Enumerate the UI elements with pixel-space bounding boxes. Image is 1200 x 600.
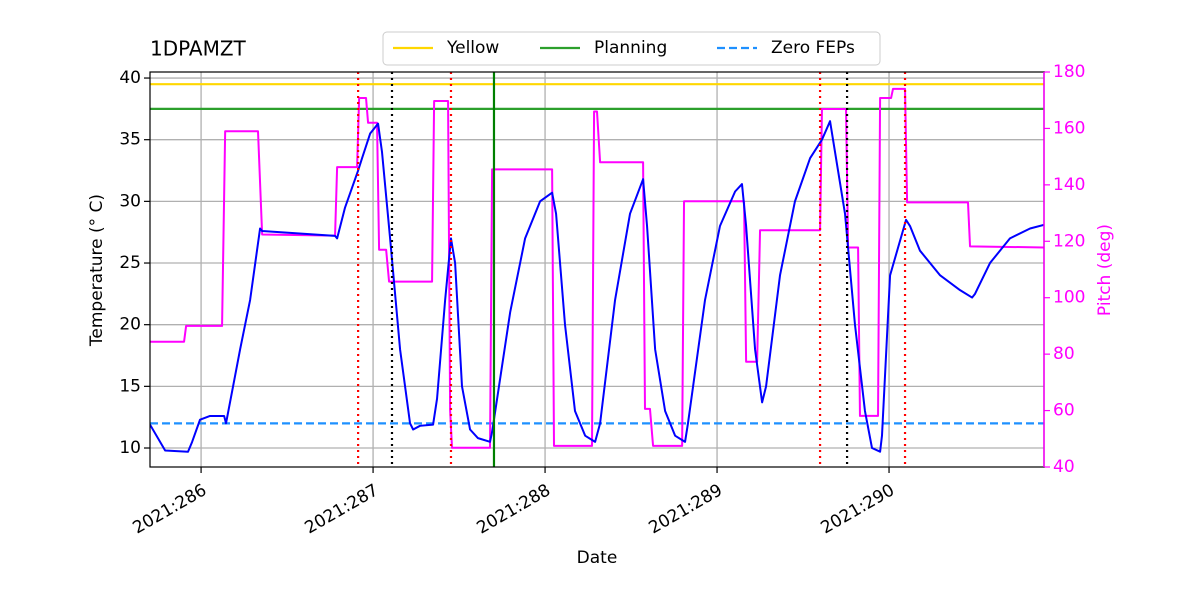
x-axis-label: Date [577, 548, 618, 568]
x-tick-label: 2021:287 [302, 480, 383, 538]
x-tick-label: 2021:288 [474, 480, 555, 538]
plot-frame [149, 71, 1045, 468]
x-tick-label: 2021:290 [817, 480, 898, 538]
y2-tick-label: 60 [1053, 401, 1075, 421]
chart-title: 1DPAMZT [150, 37, 247, 61]
y2-tick-label: 140 [1053, 175, 1085, 195]
y2-tick-label: 80 [1053, 344, 1075, 364]
y-tick-label: 10 [119, 438, 141, 458]
y2-axis-label: Pitch (deg) [1095, 224, 1115, 316]
y2-tick-label: 100 [1053, 288, 1085, 308]
data-line [150, 120, 1044, 453]
data-line [150, 87, 1044, 449]
legend-label: Planning [594, 38, 667, 58]
y2-tick-label: 180 [1053, 62, 1085, 82]
legend-box [382, 31, 881, 66]
x-tick-label: 2021:286 [130, 480, 211, 538]
y-tick-label: 35 [119, 130, 141, 150]
x-tick-label: 2021:289 [646, 480, 727, 538]
y-axis-label: Temperature (° C) [87, 194, 107, 347]
y-tick-label: 25 [119, 253, 141, 273]
legend-label: Yellow [446, 38, 499, 58]
y2-tick-label: 160 [1053, 118, 1085, 138]
legend: Yellow Planning Zero FEPs [382, 31, 881, 66]
legend-label: Zero FEPs [771, 38, 855, 58]
y2-tick-label: 40 [1053, 457, 1075, 477]
y-tick-label: 15 [119, 376, 141, 396]
y2-tick-label: 120 [1053, 231, 1085, 251]
plot-area [150, 72, 1044, 467]
y-tick-label: 40 [119, 68, 141, 88]
y-tick-label: 20 [119, 315, 141, 335]
y-tick-label: 30 [119, 191, 141, 211]
